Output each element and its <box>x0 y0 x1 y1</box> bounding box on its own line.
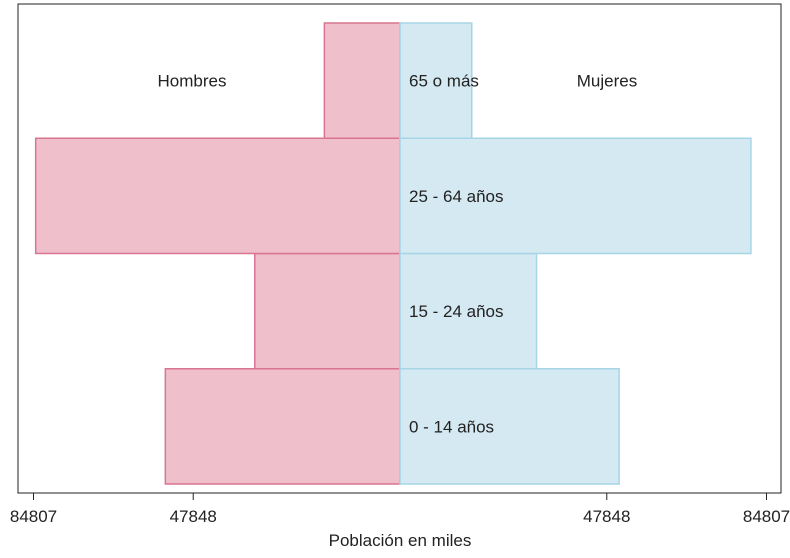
bar-men <box>164 368 401 485</box>
x-tick-label: 84807 <box>743 507 790 526</box>
x-tick-label: 47848 <box>170 507 217 526</box>
x-tick-label: 84807 <box>10 507 57 526</box>
bar-women <box>399 252 538 370</box>
category-label: 25 - 64 años <box>409 187 504 206</box>
bar-women <box>399 368 620 485</box>
category-label: 15 - 24 años <box>409 302 504 321</box>
women-bars <box>399 22 752 485</box>
men-bars <box>34 22 401 485</box>
bar-women <box>399 22 473 139</box>
x-axis-title: Población en miles <box>329 531 472 550</box>
bar-men <box>254 252 401 370</box>
bar-men <box>323 22 401 139</box>
series-label-men: Hombres <box>158 72 227 91</box>
category-labels: 0 - 14 años 15 - 24 años 25 - 64 años 65 o … <box>409 72 504 437</box>
series-label-women: Mujeres <box>577 72 637 91</box>
x-axis-ticks: 84807 47848 47848 84807 <box>10 493 790 526</box>
bar-women <box>399 137 752 255</box>
x-tick-label: 47848 <box>583 507 630 526</box>
category-label: 0 - 14 años <box>409 417 494 436</box>
plot-frame <box>17 3 782 494</box>
bar-men <box>34 137 401 255</box>
category-label: 65 o más <box>409 72 479 91</box>
